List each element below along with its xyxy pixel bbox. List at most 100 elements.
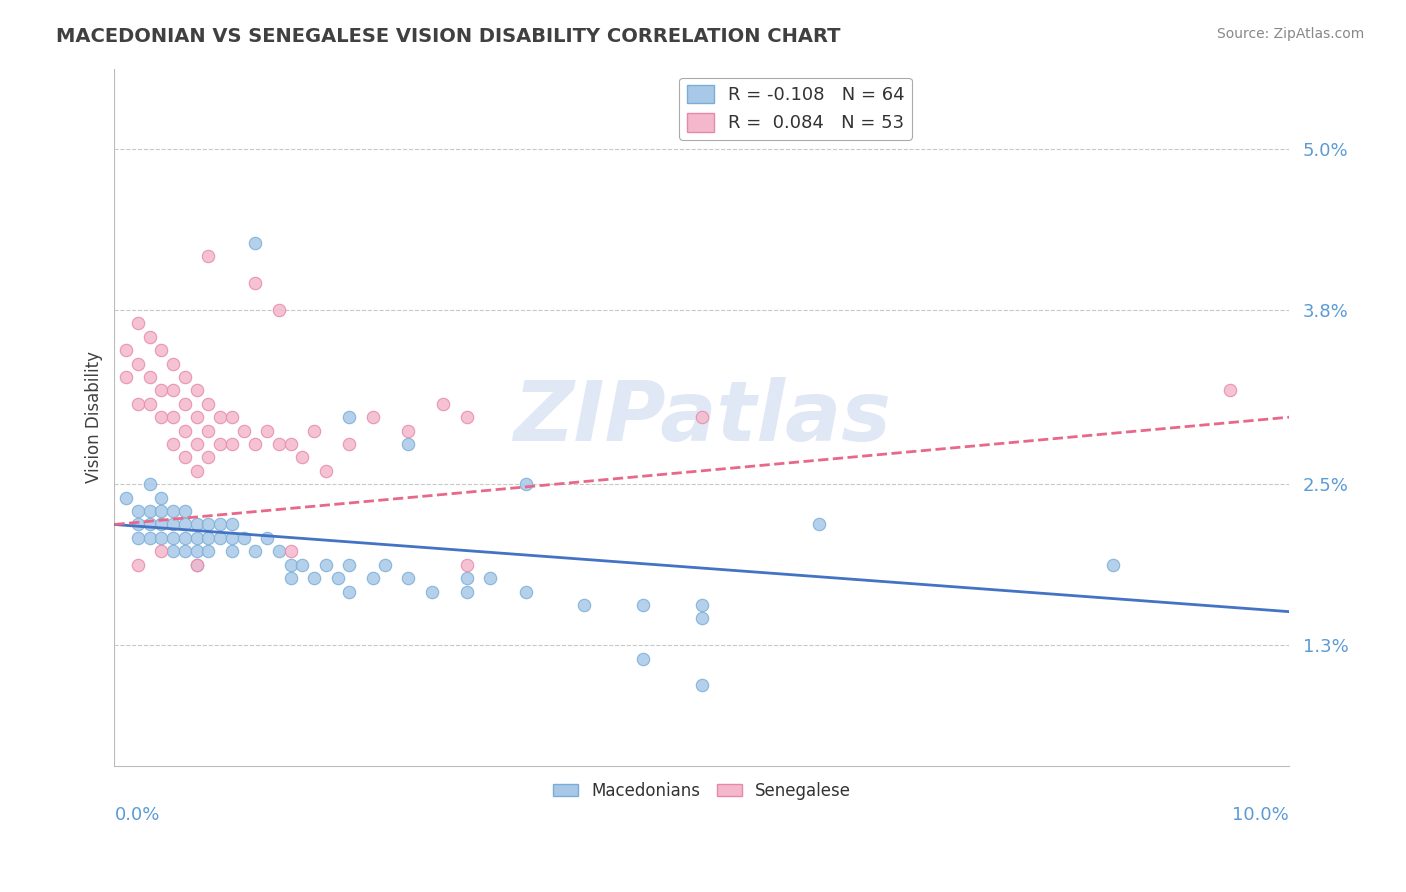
Point [138, 531, 160, 545]
Point [150, 531, 173, 545]
Point [197, 397, 219, 411]
Point [515, 477, 537, 491]
Point [162, 531, 184, 545]
Point [337, 410, 360, 425]
Point [396, 571, 419, 585]
Point [221, 437, 243, 451]
Point [256, 424, 278, 438]
Point [186, 531, 208, 545]
Point [690, 611, 713, 625]
Point [162, 504, 184, 518]
Point [138, 517, 160, 532]
Point [690, 678, 713, 692]
Point [209, 531, 232, 545]
Point [209, 437, 232, 451]
Point [138, 397, 160, 411]
Point [245, 544, 267, 558]
Point [186, 384, 208, 398]
Point [420, 584, 443, 599]
Point [197, 424, 219, 438]
Point [174, 504, 197, 518]
Point [162, 357, 184, 371]
Point [374, 558, 396, 572]
Point [280, 544, 302, 558]
Point [115, 343, 138, 358]
Point [197, 450, 219, 465]
Point [396, 437, 419, 451]
Point [631, 651, 654, 665]
Point [150, 410, 173, 425]
Point [337, 558, 360, 572]
Point [315, 558, 337, 572]
Point [479, 571, 502, 585]
Point [150, 504, 173, 518]
Y-axis label: Vision Disability: Vision Disability [86, 351, 103, 483]
Point [315, 464, 337, 478]
Point [115, 491, 138, 505]
Point [361, 410, 384, 425]
Point [150, 491, 173, 505]
Point [280, 571, 302, 585]
Point [326, 571, 349, 585]
Text: ZIPatlas: ZIPatlas [513, 376, 890, 458]
Point [138, 504, 160, 518]
Point [456, 558, 478, 572]
Text: 0.0%: 0.0% [114, 806, 160, 824]
Point [162, 437, 184, 451]
Point [127, 504, 149, 518]
Point [808, 517, 831, 532]
Point [174, 517, 197, 532]
Point [115, 370, 138, 384]
Point [337, 437, 360, 451]
Point [361, 571, 384, 585]
Point [127, 397, 149, 411]
Point [150, 544, 173, 558]
Point [456, 571, 478, 585]
Point [186, 517, 208, 532]
Point [221, 531, 243, 545]
Point [174, 450, 197, 465]
Point [515, 584, 537, 599]
Point [690, 598, 713, 612]
Point [186, 410, 208, 425]
Point [396, 424, 419, 438]
Point [186, 558, 208, 572]
Point [267, 544, 290, 558]
Point [456, 410, 478, 425]
Point [186, 437, 208, 451]
Point [209, 410, 232, 425]
Point [162, 544, 184, 558]
Point [456, 584, 478, 599]
Point [337, 584, 360, 599]
Point [631, 598, 654, 612]
Point [197, 517, 219, 532]
Point [186, 544, 208, 558]
Point [302, 571, 325, 585]
Point [127, 558, 149, 572]
Point [221, 544, 243, 558]
Point [291, 558, 314, 572]
Point [221, 410, 243, 425]
Point [256, 531, 278, 545]
Point [302, 424, 325, 438]
Point [197, 531, 219, 545]
Point [280, 558, 302, 572]
Point [162, 410, 184, 425]
Point [690, 410, 713, 425]
Point [267, 302, 290, 317]
Point [1102, 558, 1125, 572]
Text: MACEDONIAN VS SENEGALESE VISION DISABILITY CORRELATION CHART: MACEDONIAN VS SENEGALESE VISION DISABILI… [56, 27, 841, 45]
Point [127, 517, 149, 532]
Point [174, 424, 197, 438]
Text: Source: ZipAtlas.com: Source: ZipAtlas.com [1216, 27, 1364, 41]
Point [245, 437, 267, 451]
Point [150, 343, 173, 358]
Point [127, 357, 149, 371]
Point [197, 249, 219, 263]
Point [174, 544, 197, 558]
Point [174, 531, 197, 545]
Point [1219, 384, 1241, 398]
Point [432, 397, 454, 411]
Point [150, 384, 173, 398]
Point [574, 598, 596, 612]
